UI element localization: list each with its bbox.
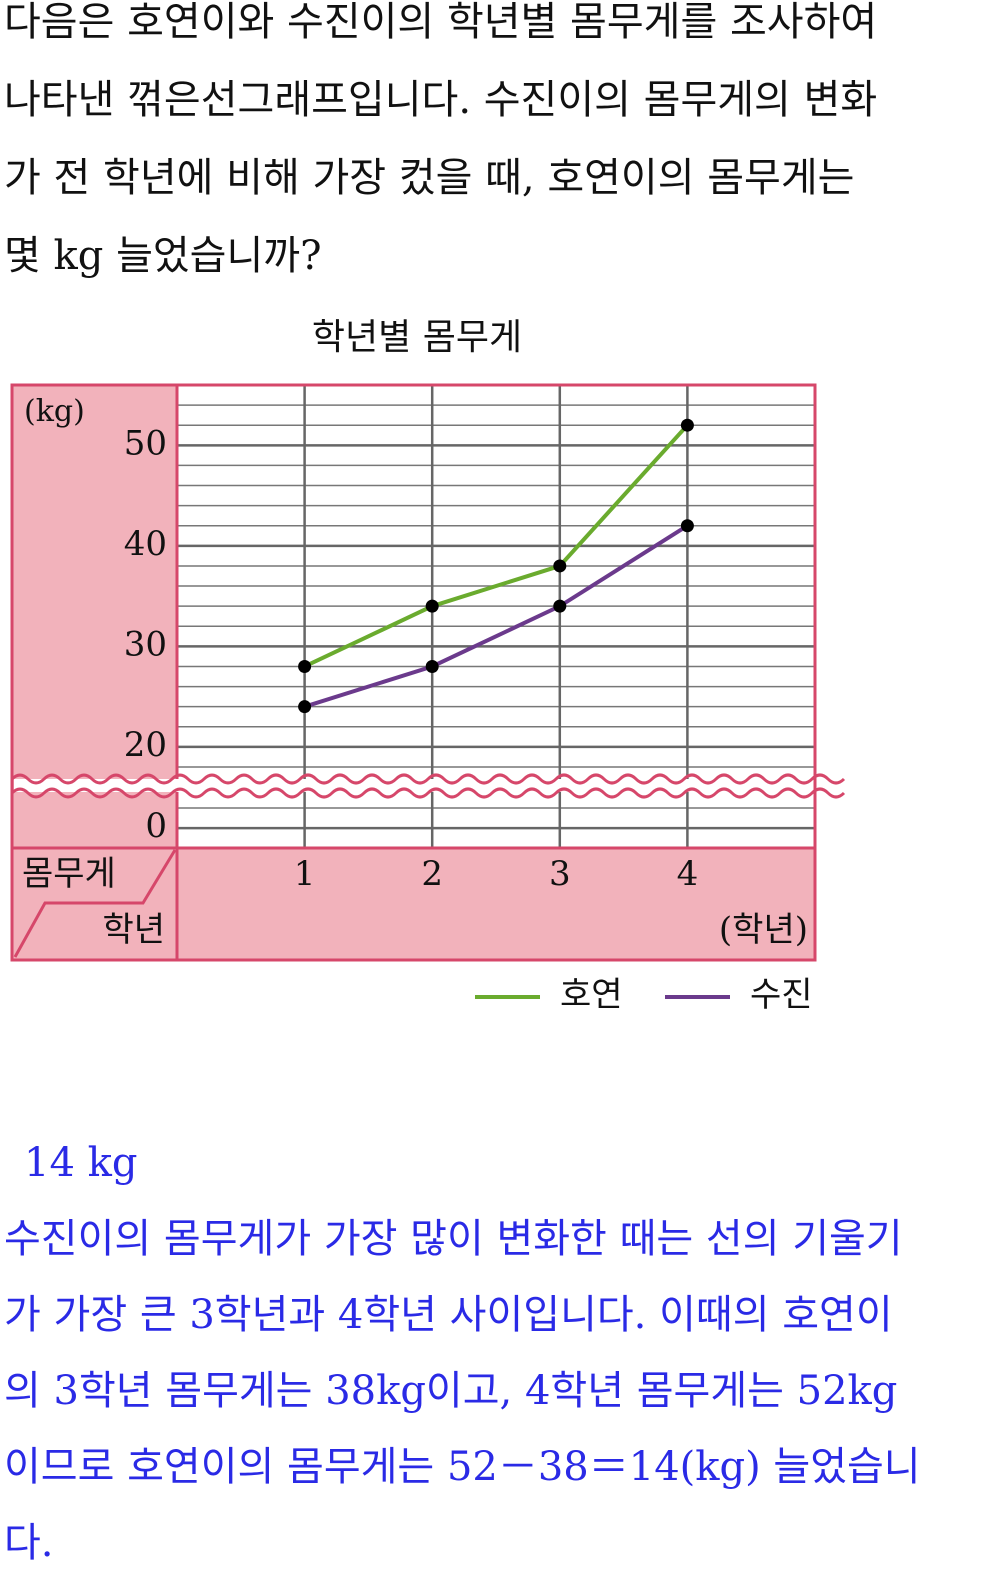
data-point <box>680 418 694 432</box>
y-tick-label: 40 <box>124 524 167 564</box>
x-unit: (학년) <box>719 910 808 950</box>
x-tick-label: 3 <box>549 854 571 894</box>
question-line: 가 전 학년에 비해 가장 컸을 때, 호연이의 몸무게는 <box>4 155 854 201</box>
data-point <box>298 700 312 714</box>
data-point <box>425 659 439 673</box>
corner-slash <box>13 849 177 958</box>
x-tick-label: 4 <box>677 854 699 894</box>
series-line <box>303 423 689 669</box>
y-tick-label: 20 <box>124 725 167 765</box>
chart-title: 학년별 몸무게 <box>312 317 522 358</box>
explanation-line: 수진이의 몸무게가 가장 많이 변화한 때는 선의 기울기 <box>4 1216 903 1262</box>
axis-break <box>10 773 846 799</box>
plot-area: 0 20 30 40 50 1 2 3 4 <box>124 384 815 894</box>
legend-label: 호연 <box>560 975 623 1015</box>
break-wave <box>10 787 846 799</box>
explanation-line: 이므로 호연이의 몸무게는 52－38＝14(kg) 늘었습니 <box>4 1444 921 1490</box>
data-point <box>553 599 567 613</box>
question-line: 다음은 호연이와 수진이의 학년별 몸무게를 조사하여 <box>4 0 877 45</box>
x-tick-label: 2 <box>421 854 443 894</box>
frame <box>10 383 817 962</box>
y-tick-label: 30 <box>124 624 167 664</box>
x-tick-label: 1 <box>294 854 316 894</box>
explanation-line: 가 가장 큰 3학년과 4학년 사이입니다. 이때의 호연이 <box>4 1292 893 1338</box>
y-tick-label: 50 <box>124 423 167 463</box>
data-point <box>298 659 312 673</box>
explanation-line: 다. <box>4 1520 54 1566</box>
series-line <box>303 524 689 709</box>
data-point <box>553 559 567 573</box>
question-line: 나타낸 꺾은선그래프입니다. 수진이의 몸무게의 변화 <box>4 77 877 123</box>
answer-value: 14 kg <box>24 1140 137 1186</box>
data-point <box>680 519 694 533</box>
question-line: 몇 kg 늘었습니까? <box>4 233 322 279</box>
data-point <box>425 599 439 613</box>
column-header: 학년 <box>102 910 165 950</box>
explanation-line: 의 3학년 몸무게는 38kg이고, 4학년 몸무게는 52kg <box>4 1368 897 1414</box>
row-header: 몸무게 <box>22 854 116 894</box>
bottom-panel <box>177 848 815 960</box>
legend: 호연 수진 <box>475 975 813 1015</box>
left-panel <box>12 385 177 960</box>
y-unit: (kg) <box>24 394 85 429</box>
legend-label: 수진 <box>750 975 813 1015</box>
y-tick-label: 0 <box>145 806 167 846</box>
break-wave <box>10 773 846 785</box>
